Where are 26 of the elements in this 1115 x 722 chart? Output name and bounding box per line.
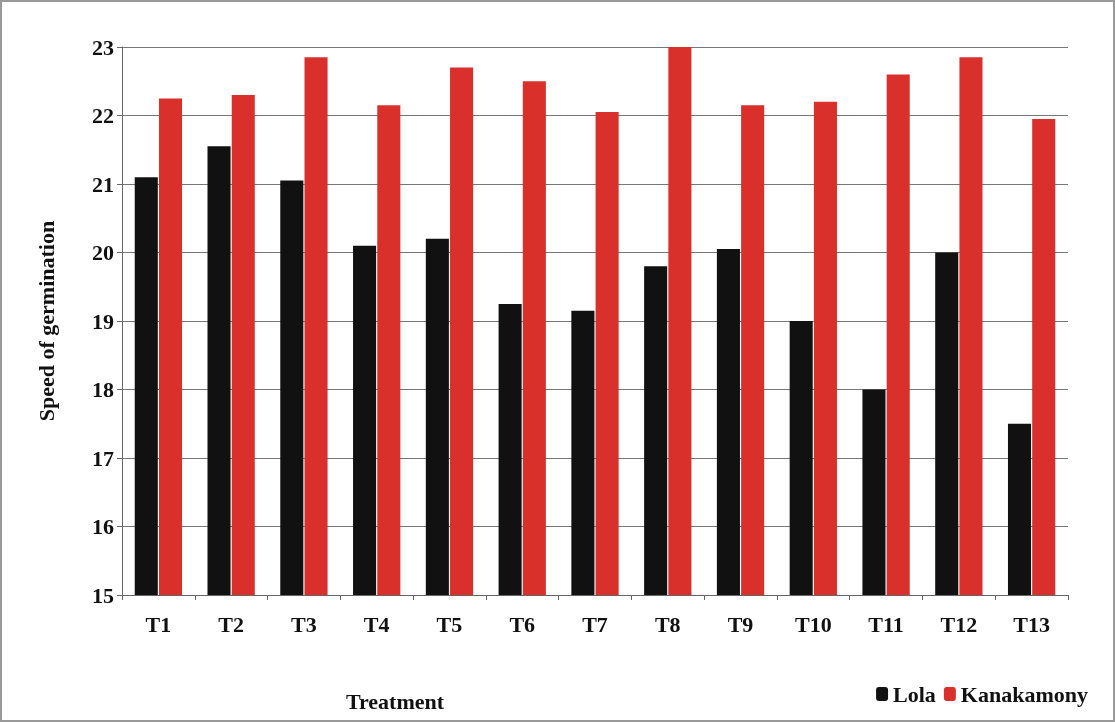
x-tick-label: T10 <box>794 611 832 637</box>
x-tick-label: T9 <box>727 611 754 637</box>
x-tick-label: T13 <box>1013 611 1050 637</box>
y-tick-label: 16 <box>92 514 114 539</box>
y-tick-label: 23 <box>92 34 114 60</box>
x-tick-label: T4 <box>363 611 390 637</box>
legend-label: Kanakamony <box>960 681 1089 707</box>
x-tick-label: T8 <box>654 611 681 637</box>
x-tick-label: T7 <box>582 611 608 637</box>
x-tick-label: T6 <box>509 611 536 637</box>
y-axis-title: Speed of germination <box>33 220 59 422</box>
x-tick-label: T2 <box>218 611 244 637</box>
y-tick-label: 17 <box>92 445 114 471</box>
x-tick-label: T5 <box>436 611 463 637</box>
y-tick-label: 15 <box>92 582 114 608</box>
legend-label: Lola <box>893 681 936 707</box>
y-tick-label: 21 <box>92 171 114 197</box>
y-tick-label: 19 <box>92 308 114 334</box>
x-tick-label: T11 <box>868 611 904 637</box>
y-tick-label: 18 <box>92 377 114 402</box>
x-tick-label: T3 <box>291 611 317 637</box>
y-tick-label: 22 <box>92 103 114 128</box>
x-tick-label: T12 <box>940 611 978 637</box>
y-tick-label: 20 <box>92 240 114 265</box>
x-tick-label: T1 <box>145 611 172 637</box>
x-axis-title: Treatment <box>345 688 445 714</box>
